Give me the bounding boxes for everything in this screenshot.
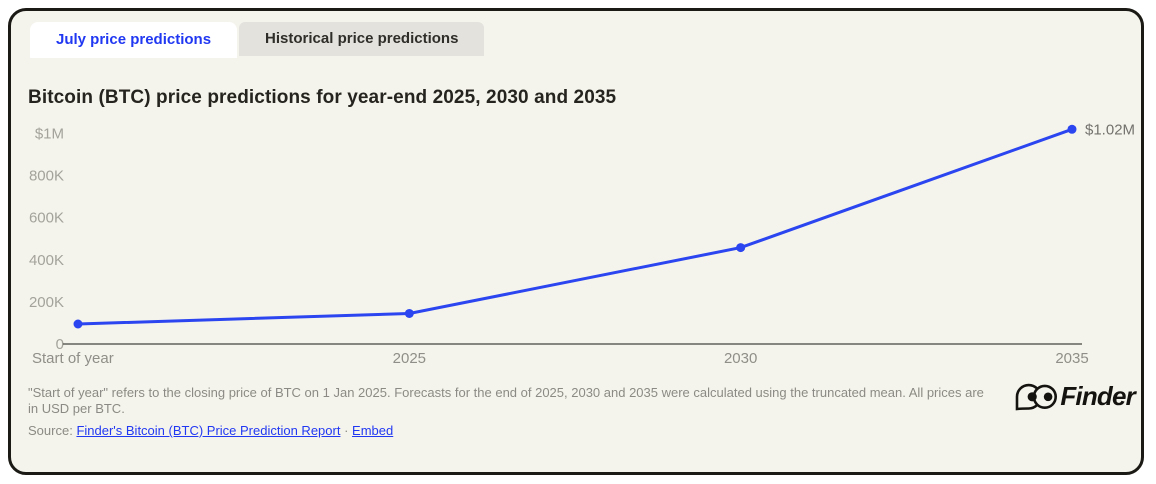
data-point <box>736 243 746 253</box>
finder-logo-text: Finder <box>1060 381 1135 411</box>
chart-footnote: "Start of year" refers to the closing pr… <box>28 385 984 416</box>
y-axis-label: 0 <box>56 336 64 353</box>
source-prefix: Source: <box>28 423 73 438</box>
y-axis-label: 200K <box>29 294 64 311</box>
source-line: Source: Finder's Bitcoin (BTC) Price Pre… <box>28 423 393 438</box>
data-point <box>1067 124 1077 134</box>
prediction-widget: $1M 800K 600K 400K 200K 0 Start of year 2025 203… <box>8 8 1144 475</box>
tab-bar: July price predictions Historical price … <box>30 22 485 58</box>
data-point <box>73 319 83 329</box>
data-point <box>404 308 414 318</box>
y-axis-label: $1M <box>35 126 64 143</box>
prediction-line <box>76 127 1074 326</box>
tab-historical-price-predictions[interactable]: Historical price predictions <box>239 22 485 56</box>
end-value-label: $1.02M <box>1085 121 1135 138</box>
x-axis-label: 2030 <box>724 350 757 367</box>
embed-link[interactable]: Embed <box>352 423 394 438</box>
x-axis-label: 2025 <box>393 350 426 367</box>
tab-july-price-predictions[interactable]: July price predictions <box>30 22 238 58</box>
finder-logo: Finder <box>1015 381 1136 412</box>
chart-title: Bitcoin (BTC) price predictions for year… <box>28 87 617 108</box>
y-axis-label: 400K <box>29 252 64 269</box>
x-axis-label: 2035 <box>1055 350 1088 367</box>
y-axis-label: 800K <box>29 168 64 185</box>
source-separator: · <box>344 423 349 438</box>
source-report-link[interactable]: Finder's Bitcoin (BTC) Price Prediction … <box>76 423 341 438</box>
y-axis-label: 600K <box>29 210 64 227</box>
finder-eyes-icon <box>1016 383 1058 410</box>
x-axis-label: Start of year <box>32 350 114 367</box>
